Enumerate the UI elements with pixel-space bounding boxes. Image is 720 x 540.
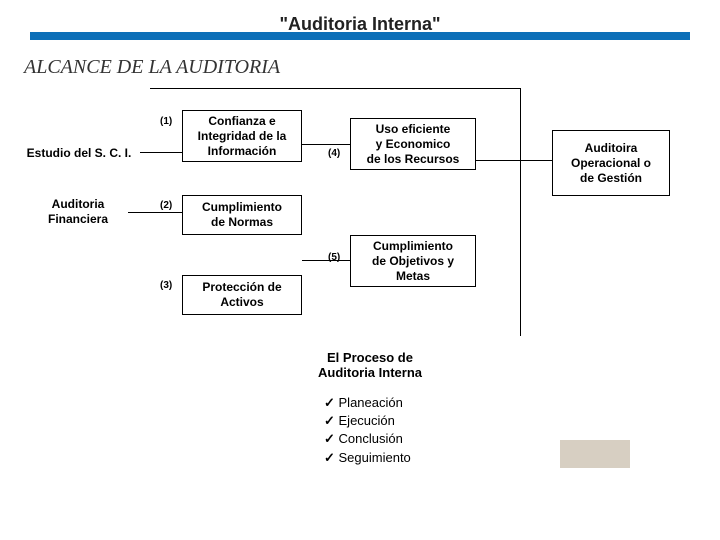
- node-operacional: Auditoira Operacional o de Gestión: [552, 130, 670, 196]
- node-cumpobj-label: Cumplimiento de Objetivos y Metas: [372, 239, 454, 284]
- node-confianza: Confianza e Integridad de la Información: [182, 110, 302, 162]
- node-confianza-label: Confianza e Integridad de la Información: [198, 114, 287, 159]
- node-protact-label: Protección de Activos: [202, 280, 281, 310]
- section-heading: ALCANCE DE LA AUDITORIA: [24, 56, 280, 79]
- page-title: "Auditoria Interna": [279, 14, 440, 34]
- num-1: (1): [160, 116, 172, 127]
- frame-right: [520, 88, 521, 336]
- conn-audfin: [128, 212, 182, 213]
- process-checklist: Planeación Ejecución Conclusión Seguimie…: [324, 394, 411, 467]
- check-item: Ejecución: [324, 412, 411, 430]
- conn-n4-far: [476, 160, 552, 161]
- conn-n3-n5: [302, 260, 350, 261]
- num-4: (4): [328, 148, 340, 159]
- node-estudio: Estudio del S. C. I.: [18, 140, 140, 166]
- frame-top: [150, 88, 520, 89]
- node-uso-eficiente: Uso eficiente y Economico de los Recurso…: [350, 118, 476, 170]
- num-2: (2): [160, 200, 172, 211]
- node-cumplimiento-objetivos: Cumplimiento de Objetivos y Metas: [350, 235, 476, 287]
- num-3: (3): [160, 280, 172, 291]
- process-title: El Proceso de Auditoria Interna: [280, 350, 460, 380]
- check-item: Planeación: [324, 394, 411, 412]
- node-audfin-label: Auditoria Financiera: [48, 197, 108, 227]
- node-usoef-label: Uso eficiente y Economico de los Recurso…: [367, 122, 460, 167]
- conn-n1-n4: [302, 144, 350, 145]
- conn-estudio: [140, 152, 182, 153]
- node-cumpnorm-label: Cumplimiento de Normas: [202, 200, 282, 230]
- title-bar: "Auditoria Interna": [30, 10, 690, 40]
- node-estudio-label: Estudio del S. C. I.: [27, 146, 132, 161]
- node-oper-label: Auditoira Operacional o de Gestión: [571, 141, 651, 186]
- check-item: Seguimiento: [324, 449, 411, 467]
- node-proteccion-activos: Protección de Activos: [182, 275, 302, 315]
- node-auditoria-financiera: Auditoria Financiera: [28, 195, 128, 229]
- check-item: Conclusión: [324, 430, 411, 448]
- node-cumplimiento-normas: Cumplimiento de Normas: [182, 195, 302, 235]
- num-5: (5): [328, 252, 340, 263]
- decor-box: [560, 440, 630, 468]
